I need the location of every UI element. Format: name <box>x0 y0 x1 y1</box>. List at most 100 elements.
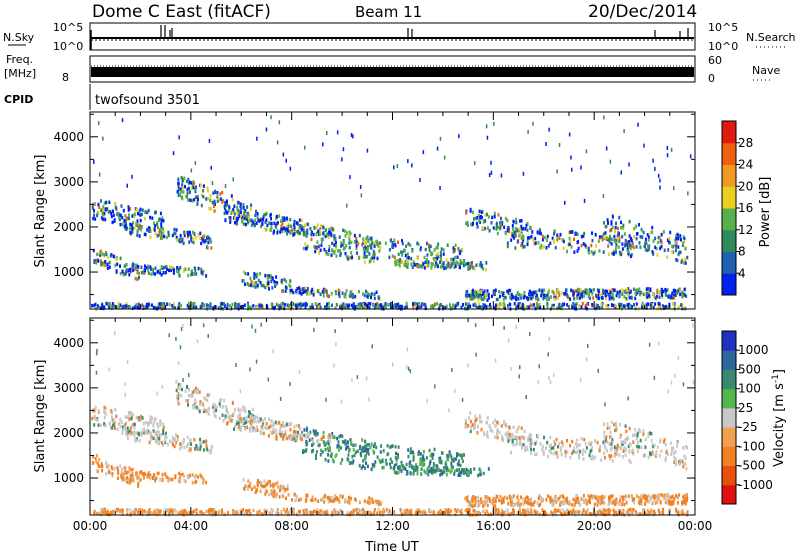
scatter-cell <box>556 288 559 292</box>
scatter-cell <box>260 303 263 308</box>
scatter-cell <box>183 269 185 273</box>
scatter-cell <box>429 461 431 465</box>
scatter-cell <box>683 293 686 297</box>
scatter-cell <box>164 431 167 436</box>
power-data-cells <box>91 115 692 311</box>
scatter-cell <box>96 213 99 218</box>
scatter-cell <box>141 508 143 513</box>
scatter-cell <box>328 230 331 234</box>
scatter-cell <box>269 212 272 217</box>
scatter-cell <box>382 304 384 308</box>
scatter-cell <box>673 293 676 298</box>
scatter-cell <box>515 220 518 225</box>
scatter-cell <box>619 495 622 499</box>
scatter-cell <box>517 302 520 306</box>
scatter-cell <box>623 497 626 501</box>
scatter-cell <box>135 267 137 271</box>
scatter-cell <box>464 306 466 311</box>
scatter-cell <box>368 443 371 447</box>
scatter-cell <box>207 240 210 245</box>
scatter-cell <box>155 430 158 434</box>
scatter-cell <box>653 443 656 448</box>
scatter-cell <box>519 495 522 499</box>
scatter-cell <box>97 259 100 263</box>
scatter-cell <box>202 303 205 308</box>
scatter-cell <box>117 213 120 217</box>
scatter-cell <box>640 445 643 450</box>
scatter-cell <box>554 246 557 250</box>
scatter-cell <box>628 219 631 224</box>
scatter-cell <box>331 227 334 231</box>
scatter-cell <box>253 275 256 279</box>
scatter-cell <box>212 191 215 195</box>
scatter-cell <box>548 449 551 453</box>
scatter-cell <box>354 450 357 455</box>
scatter-cell <box>435 254 438 258</box>
scatter-cell <box>676 440 679 444</box>
scatter-cell <box>229 415 232 419</box>
scatter-cell <box>325 250 328 254</box>
scatter-cell <box>318 443 321 447</box>
scatter-cell <box>256 481 259 485</box>
scatter-cell <box>220 398 223 402</box>
scatter-cell <box>636 449 639 454</box>
scatter-cell <box>312 290 315 294</box>
scatter-cell <box>629 290 632 294</box>
scatter-cell <box>206 186 209 190</box>
scatter-cell <box>452 459 455 463</box>
scatter-cell <box>187 267 190 271</box>
scatter-cell <box>547 290 550 295</box>
scatter-cell <box>478 209 481 214</box>
scatter-cell <box>214 512 217 517</box>
scatter-cell <box>439 136 442 141</box>
scatter-cell <box>668 501 671 506</box>
scatter-cell <box>621 242 624 246</box>
scatter-cell <box>236 207 239 212</box>
scatter-cell <box>366 291 369 295</box>
scatter-cell <box>656 253 659 257</box>
scatter-cell <box>373 252 376 256</box>
scatter-cell <box>347 305 350 310</box>
scatter-cell <box>365 241 368 245</box>
scatter-cell <box>465 425 468 429</box>
scatter-cell <box>401 250 404 255</box>
scatter-cell <box>343 294 346 299</box>
scatter-cell <box>629 238 632 243</box>
scatter-cell <box>493 306 496 310</box>
scatter-cell <box>183 479 186 483</box>
scatter-cell <box>252 508 255 513</box>
scatter-cell <box>583 437 586 442</box>
scatter-cell <box>674 458 677 463</box>
scatter-cell <box>474 289 477 294</box>
scatter-cell <box>675 258 678 262</box>
scatter-cell <box>618 236 621 240</box>
scatter-cell <box>609 501 612 505</box>
scatter-cell <box>190 305 193 309</box>
scatter-cell <box>345 289 348 293</box>
scatter-cell <box>157 425 160 429</box>
scatter-cell <box>263 213 266 217</box>
scatter-cell <box>515 429 518 434</box>
scatter-cell <box>587 295 590 299</box>
scatter-cell <box>313 244 316 249</box>
scatter-cell <box>101 303 104 307</box>
scatter-cell <box>306 244 309 249</box>
scatter-cell <box>190 181 193 185</box>
scatter-cell <box>331 458 334 462</box>
scatter-cell <box>206 447 209 451</box>
scatter-cell <box>422 449 425 454</box>
scatter-cell <box>577 246 580 251</box>
scatter-cell <box>451 261 454 265</box>
scatter-cell <box>496 231 499 236</box>
scatter-cell <box>622 440 625 444</box>
scatter-cell <box>432 262 435 266</box>
scatter-cell <box>163 234 166 239</box>
scatter-cell <box>164 434 166 439</box>
scatter-cell <box>138 417 141 422</box>
scatter-cell <box>432 305 435 309</box>
scatter-cell <box>192 185 195 190</box>
scatter-cell <box>165 435 168 440</box>
scatter-cell <box>676 495 679 499</box>
scatter-cell <box>270 489 273 493</box>
scatter-cell <box>539 305 542 310</box>
